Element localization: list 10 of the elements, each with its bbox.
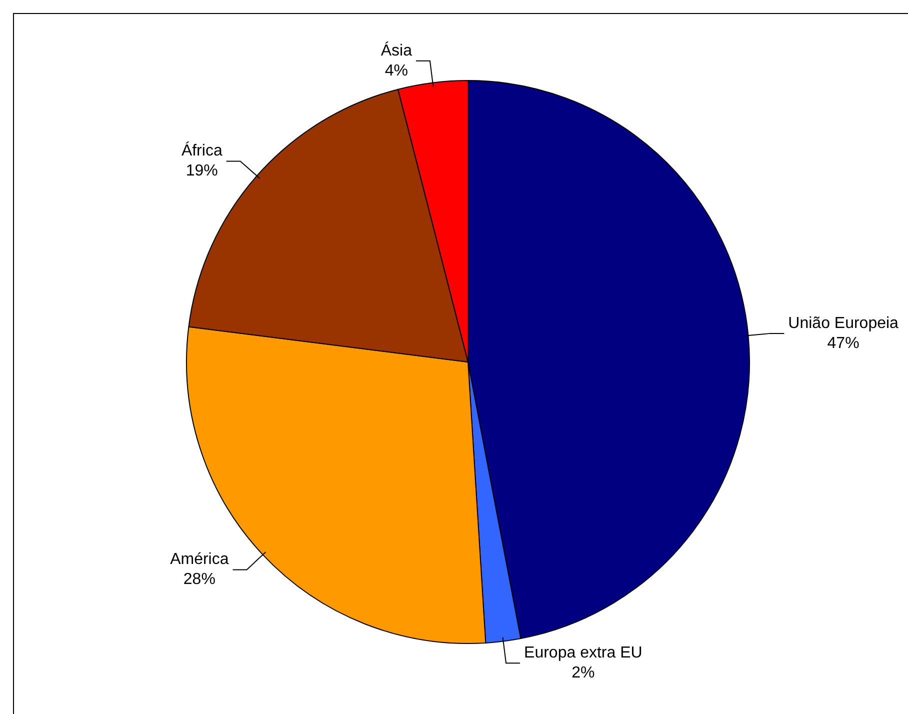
data-label: 19%	[186, 162, 218, 180]
slice-label: América	[170, 551, 229, 568]
slice-label: Ásia	[380, 41, 412, 60]
slice-label: Europa extra EU	[524, 644, 642, 662]
data-label: 28%	[183, 571, 216, 588]
data-label: 47%	[827, 334, 860, 352]
data-label: 2%	[572, 664, 595, 682]
data-label: 4%	[384, 62, 408, 80]
slice-label: África	[181, 142, 222, 160]
slice-label: União Europeia	[788, 314, 899, 332]
